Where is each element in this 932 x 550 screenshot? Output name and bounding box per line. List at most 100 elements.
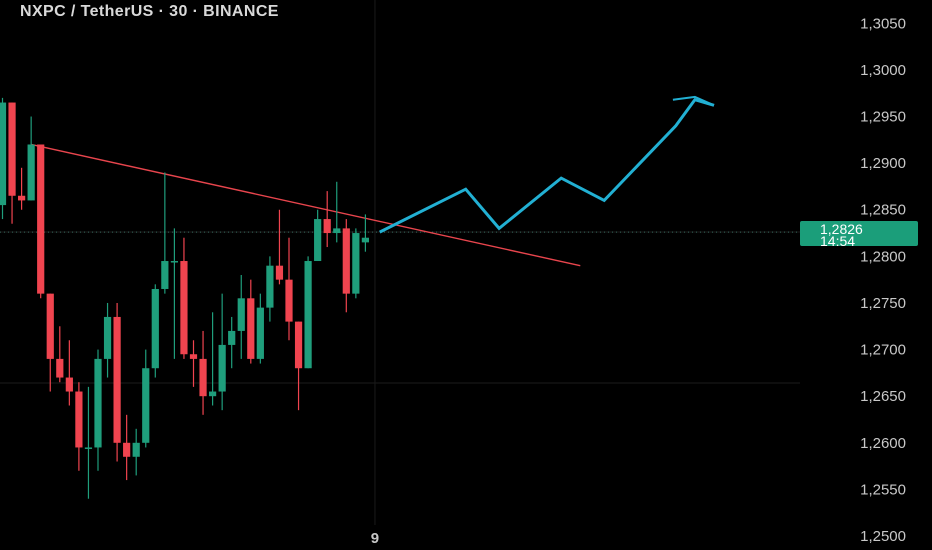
candle-body	[161, 261, 169, 289]
candle	[180, 237, 188, 359]
projection-head	[672, 95, 715, 107]
candle	[189, 340, 198, 387]
y-tick-label: 1,2950	[860, 109, 906, 126]
last-price-badge: 1,2826 14:54	[800, 221, 918, 249]
symbol-title: NXPC / TetherUS · 30 · BINANCE	[20, 3, 279, 20]
y-tick-label: 1,2700	[860, 342, 906, 359]
candle-countdown: 14:54	[820, 233, 856, 249]
candle	[65, 340, 73, 406]
candle	[342, 219, 350, 313]
candle-body	[228, 330, 236, 345]
candle-body	[123, 442, 131, 457]
candle-body	[285, 279, 293, 322]
projection-layer	[379, 95, 715, 234]
candle-body	[170, 261, 178, 263]
candle-body	[65, 377, 73, 392]
y-tick-label: 1,3000	[860, 62, 906, 79]
trendline[interactable]	[30, 143, 581, 267]
candle	[247, 279, 255, 364]
last-price-value: 1,2826	[820, 221, 863, 237]
candle	[314, 209, 322, 262]
y-tick-label: 1,2850	[860, 202, 906, 219]
candle	[256, 293, 264, 364]
candle-body	[352, 233, 360, 294]
y-tick-label: 1,2800	[860, 248, 906, 265]
candle-body	[209, 391, 217, 397]
candle-body	[256, 307, 264, 359]
candle	[8, 102, 16, 224]
x-tick-label: 9	[371, 530, 379, 547]
candle-body	[189, 354, 198, 359]
candle-body	[75, 391, 83, 448]
candle-body	[84, 447, 93, 449]
time-axis: 9	[371, 530, 379, 547]
y-tick-label: 1,2500	[860, 528, 906, 545]
candle-body	[8, 102, 16, 196]
candle	[46, 293, 54, 392]
candle-body	[56, 358, 64, 378]
candle	[228, 316, 236, 369]
candle-body	[199, 358, 207, 397]
candle-body	[237, 298, 245, 331]
candle	[361, 214, 369, 252]
candle-body	[103, 316, 112, 359]
candle	[75, 382, 83, 471]
candle-body	[180, 261, 188, 355]
candle	[84, 386, 93, 499]
candle	[304, 256, 312, 369]
candle-body	[0, 102, 7, 206]
candle	[266, 256, 274, 322]
candle-body	[333, 228, 341, 234]
candle	[294, 321, 303, 411]
candle	[323, 191, 331, 248]
candle	[285, 237, 293, 341]
candle-body	[18, 195, 26, 201]
candle	[103, 302, 112, 378]
candle	[237, 275, 245, 359]
price-axis: 1,3050 1,3000 1,2950 1,2900 1,2850 1,2800 1,27…	[860, 15, 906, 545]
candle	[209, 312, 217, 406]
candle-body	[132, 442, 140, 457]
projection-path[interactable]	[379, 97, 715, 234]
candle	[275, 209, 284, 285]
candle-body	[151, 288, 159, 369]
candle-body	[247, 298, 255, 359]
candle-body	[94, 358, 102, 448]
y-tick-label: 1,2550	[860, 481, 906, 498]
candle-body	[37, 144, 45, 294]
candle	[352, 228, 360, 299]
candle	[123, 414, 131, 481]
candle-body	[323, 219, 331, 234]
candle	[37, 144, 45, 299]
candle	[218, 293, 226, 411]
y-tick-label: 1,2600	[860, 435, 906, 452]
candle	[333, 181, 341, 243]
candle	[161, 172, 169, 294]
y-tick-label: 1,2650	[860, 388, 906, 405]
candle-body	[314, 219, 322, 262]
candle-body	[266, 265, 274, 308]
candle-body	[113, 316, 121, 443]
candle	[18, 167, 26, 210]
candle	[199, 330, 207, 415]
candle-body	[304, 261, 312, 369]
candle-body	[27, 144, 35, 201]
candle-body	[361, 237, 369, 243]
candle	[94, 349, 102, 471]
candle-body	[294, 321, 303, 369]
chart-grid	[0, 0, 800, 525]
candle	[151, 284, 159, 378]
candle-body	[218, 344, 226, 392]
candle	[27, 116, 35, 201]
candle	[56, 326, 64, 383]
candle	[0, 97, 7, 220]
trendline-layer	[30, 143, 581, 267]
candle	[132, 428, 140, 476]
candles-layer	[0, 97, 369, 499]
y-tick-label: 1,3050	[860, 15, 906, 32]
candle-body	[275, 265, 284, 280]
candle	[113, 302, 121, 462]
y-tick-label: 1,2750	[860, 295, 906, 312]
candle	[170, 228, 178, 359]
